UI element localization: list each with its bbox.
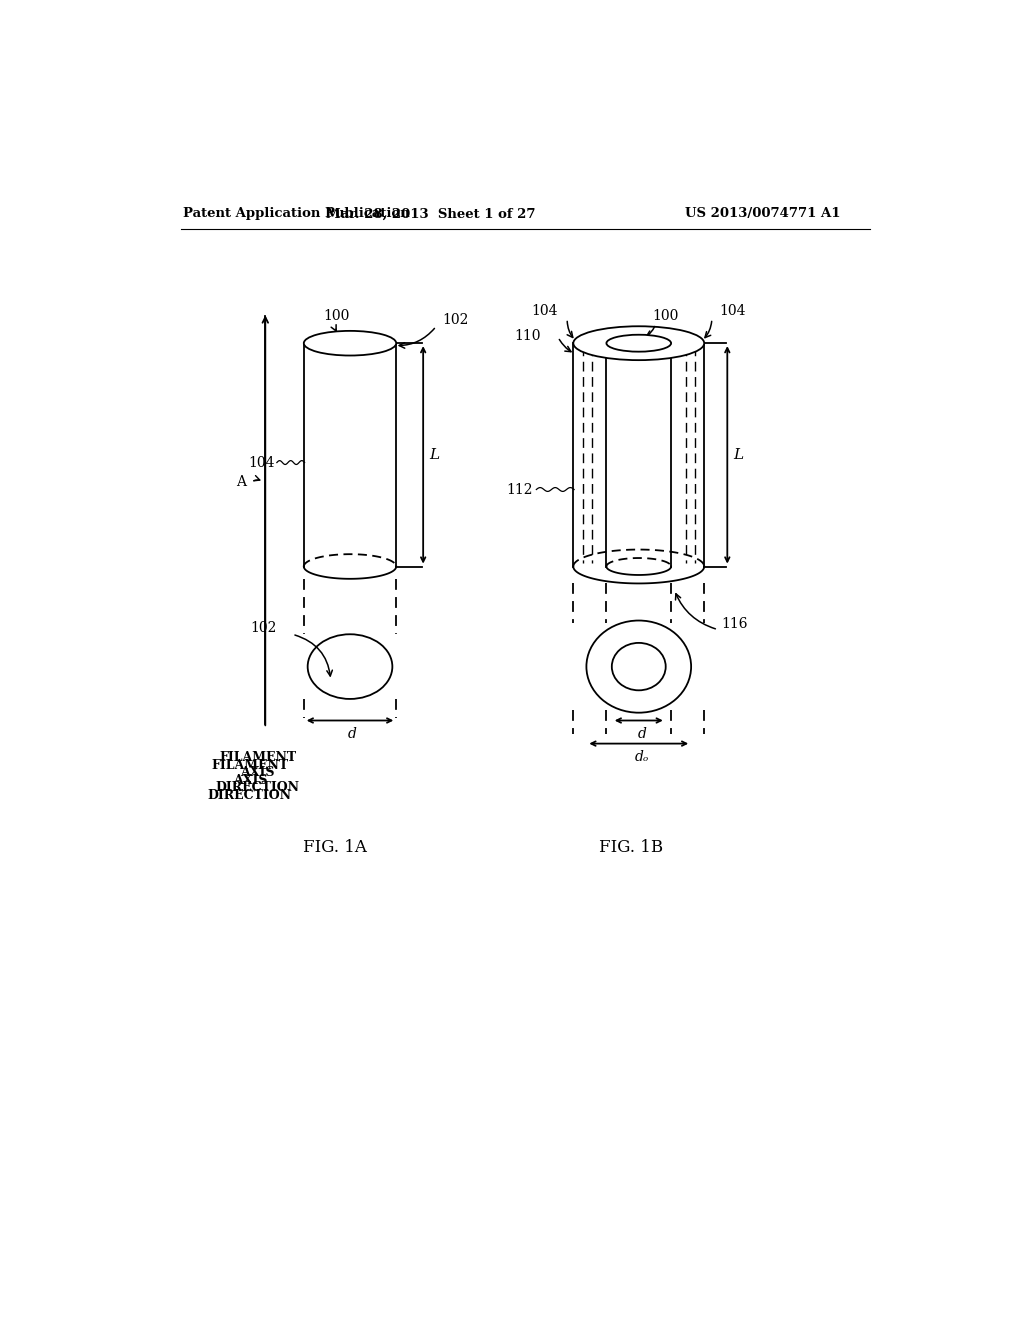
Text: 102: 102 [442,313,469,327]
Text: 104: 104 [531,304,558,318]
Text: FILAMENT
AXIS
DIRECTION: FILAMENT AXIS DIRECTION [216,751,300,795]
Ellipse shape [307,635,392,700]
Text: 112: 112 [507,483,534,496]
Text: L: L [733,447,743,462]
Text: FILAMENT
AXIS
DIRECTION: FILAMENT AXIS DIRECTION [208,759,292,803]
Ellipse shape [606,335,671,351]
Text: 100: 100 [323,309,349,323]
Text: 100: 100 [652,309,679,323]
Text: L: L [429,447,439,462]
Text: 102: 102 [251,622,276,635]
Text: d: d [637,726,646,741]
Text: 116: 116 [721,618,748,631]
Ellipse shape [573,326,705,360]
Text: 104: 104 [720,304,746,318]
Text: Patent Application Publication: Patent Application Publication [183,207,410,220]
Ellipse shape [611,643,666,690]
Text: 110: 110 [514,329,541,342]
Text: US 2013/0074771 A1: US 2013/0074771 A1 [685,207,841,220]
Text: 104: 104 [248,455,274,470]
Text: d: d [348,726,356,741]
Text: Mar. 28, 2013  Sheet 1 of 27: Mar. 28, 2013 Sheet 1 of 27 [326,207,536,220]
Text: FIG. 1A: FIG. 1A [303,840,367,857]
Ellipse shape [304,331,396,355]
Text: FIG. 1B: FIG. 1B [599,840,664,857]
Ellipse shape [587,620,691,713]
Text: dₒ: dₒ [635,750,649,764]
Text: A: A [237,475,246,488]
